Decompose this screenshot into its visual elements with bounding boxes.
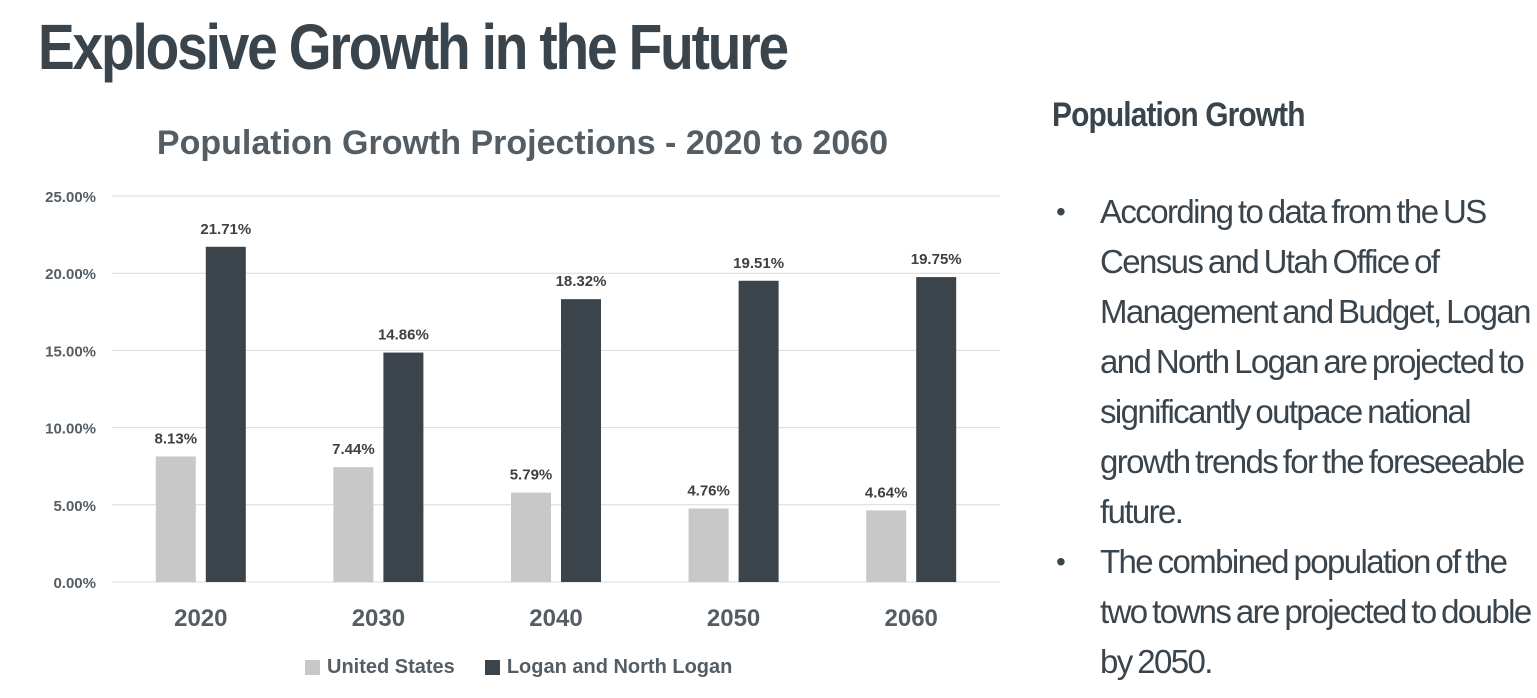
bar xyxy=(916,277,957,582)
data-label: 8.13% xyxy=(155,430,198,447)
bar xyxy=(383,352,424,582)
bar xyxy=(866,510,907,582)
legend-item-logan: Logan and North Logan xyxy=(484,656,733,679)
bullet-item-census: • According to data from the US Census a… xyxy=(1052,187,1537,537)
bullet-dot-icon: • xyxy=(1056,546,1066,577)
y-tick-label: 0.00% xyxy=(53,575,96,592)
slide-title: Explosive Growth in the Future xyxy=(38,11,789,83)
data-label: 21.71% xyxy=(200,221,251,238)
bullet-text-census: According to data from the US Census and… xyxy=(1100,193,1532,530)
data-label: 19.75% xyxy=(911,251,962,268)
x-tick-label: 2050 xyxy=(707,605,760,632)
x-tick-label: 2030 xyxy=(352,605,405,632)
bar xyxy=(738,280,779,582)
data-label: 18.32% xyxy=(556,273,607,290)
bullet-item-double: • The combined population of the two tow… xyxy=(1052,537,1537,687)
data-label: 4.64% xyxy=(865,484,908,501)
x-tick-label: 2060 xyxy=(885,605,938,632)
y-tick-label: 25.00% xyxy=(45,189,96,206)
bar xyxy=(155,456,196,582)
chart-legend: United States Logan and North Logan xyxy=(305,656,762,679)
x-tick-label: 2020 xyxy=(174,605,227,632)
legend-swatch-logan xyxy=(484,660,500,675)
data-label: 19.51% xyxy=(733,255,784,272)
legend-label-united-states: United States xyxy=(327,656,455,678)
bar xyxy=(333,467,374,582)
bar xyxy=(511,492,551,582)
chart-title: Population Growth Projections - 2020 to … xyxy=(156,124,889,162)
y-tick-label: 10.00% xyxy=(45,421,96,438)
x-tick-label: 2040 xyxy=(529,605,582,632)
y-tick-label: 20.00% xyxy=(45,266,96,283)
legend-label-logan: Logan and North Logan xyxy=(506,656,733,678)
population-growth-chart: 0.00% 5.00% 10.00% 15.00% 20.00% 25.00% 8.13% 2… xyxy=(45,189,1000,632)
y-tick-label: 5.00% xyxy=(53,498,96,515)
legend-swatch-united-states xyxy=(305,660,320,675)
data-label: 7.44% xyxy=(332,441,375,458)
data-label: 14.86% xyxy=(378,327,429,344)
bar xyxy=(561,299,601,582)
legend-item-united-states: United States xyxy=(305,656,455,679)
side-panel: Population Growth • According to data fr… xyxy=(1052,96,1537,687)
bar xyxy=(205,246,246,582)
data-label: 4.76% xyxy=(687,483,730,500)
data-label: 5.79% xyxy=(510,467,553,484)
bullet-text-double: The combined population of the two towns… xyxy=(1100,543,1532,680)
y-tick-label: 15.00% xyxy=(45,343,96,360)
bar xyxy=(688,508,729,582)
bullet-dot-icon: • xyxy=(1056,196,1066,227)
side-heading: Population Growth xyxy=(1052,96,1306,134)
bullet-list: • According to data from the US Census a… xyxy=(1052,187,1537,687)
